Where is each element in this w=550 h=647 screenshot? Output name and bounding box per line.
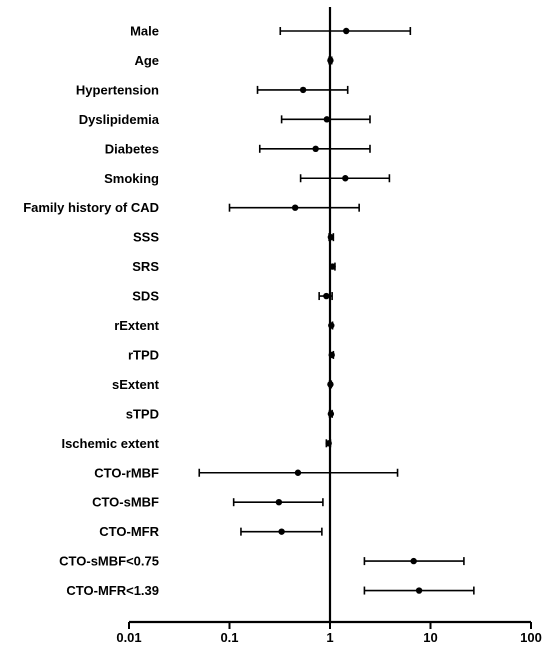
- row-label: SSS: [133, 230, 159, 245]
- estimate-point: [291, 204, 299, 211]
- estimate-point: [410, 557, 417, 565]
- error-bars: [198, 27, 475, 595]
- x-tick-label: 10: [423, 630, 437, 645]
- x-tick-label: 0.1: [220, 630, 238, 645]
- row-label: sExtent: [112, 377, 160, 392]
- estimate-point: [275, 499, 283, 506]
- estimate-point: [323, 292, 330, 300]
- row-label: Family history of CAD: [23, 200, 159, 215]
- row-label: Male: [130, 24, 159, 39]
- estimate-points: [275, 27, 423, 594]
- estimate-point: [294, 469, 302, 476]
- estimate-point: [312, 145, 319, 152]
- x-tick-label: 100: [520, 630, 542, 645]
- row-label: Smoking: [104, 171, 159, 186]
- estimate-point: [343, 27, 350, 35]
- x-tick-label: 0.01: [116, 630, 141, 645]
- x-tick-label: 1: [326, 630, 333, 645]
- estimate-point: [415, 587, 423, 594]
- row-label: rExtent: [114, 318, 159, 333]
- estimate-point: [323, 116, 331, 123]
- row-label: Hypertension: [76, 82, 159, 97]
- row-labels: Male Age Hypertension Dyslipidemia Diabetes S…: [23, 24, 160, 599]
- estimate-point: [299, 86, 307, 94]
- row-label: rTPD: [128, 347, 159, 362]
- row-label: SRS: [132, 259, 159, 274]
- estimate-point: [278, 528, 285, 535]
- row-label: CTO-sMBF<0.75: [59, 554, 159, 569]
- row-label: Age: [134, 53, 159, 68]
- row-label: CTO-rMBF: [94, 465, 159, 480]
- row-label: CTO-MFR: [99, 524, 159, 539]
- row-label: CTO-sMBF: [92, 495, 159, 510]
- x-axis-ticks: 0.01 0.1 1 10 100: [116, 622, 542, 645]
- row-label: Ischemic extent: [61, 436, 159, 451]
- row-label: sTPD: [126, 406, 159, 421]
- row-label: CTO-MFR<1.39: [66, 583, 159, 598]
- row-label: SDS: [132, 289, 159, 304]
- estimate-point: [342, 175, 349, 182]
- row-label: Diabetes: [105, 141, 159, 156]
- row-label: Dyslipidemia: [79, 112, 160, 127]
